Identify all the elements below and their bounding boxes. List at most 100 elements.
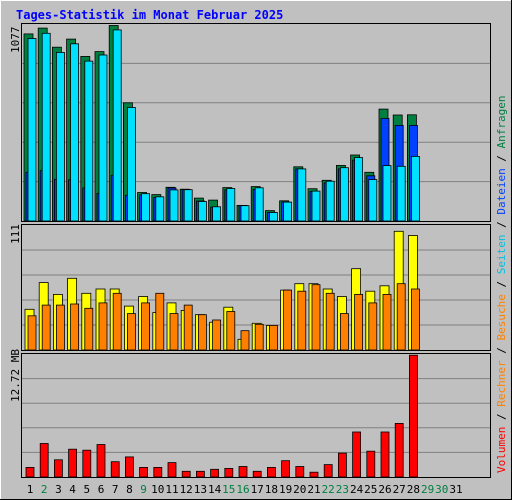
bar-rechner	[368, 302, 378, 351]
day-label: 2	[41, 483, 48, 496]
bar-volumen	[224, 467, 234, 478]
legend-dateien: Dateien	[495, 168, 508, 214]
day-label: 25	[364, 483, 377, 496]
bar-volumen	[82, 449, 92, 478]
bar-volumen	[39, 443, 49, 478]
bar-rechner	[141, 302, 151, 351]
bar-rechner	[396, 283, 406, 351]
day-axis-labels: 1 2 3 4 5 6 7 8 9 10 11 12 13 14 15 16 17 18 19 20 21 22 23 24 2…	[27, 483, 463, 496]
bar-seiten	[141, 193, 151, 222]
day-label: 19	[279, 483, 292, 496]
bar-rechner	[283, 289, 293, 351]
bar-rechner	[268, 324, 278, 351]
bar-rechner	[183, 304, 193, 351]
bar-rechner	[27, 315, 37, 351]
bar-volumen	[238, 466, 248, 478]
bar-volumen	[408, 354, 418, 478]
legend-volumen: Volumen	[495, 427, 508, 473]
bar-seiten	[254, 187, 264, 222]
bar-rechner	[339, 313, 349, 351]
bar-rechner	[254, 323, 264, 351]
legend-anfragen: Anfragen	[495, 95, 508, 148]
day-label: 7	[112, 483, 119, 496]
bar-volumen	[167, 462, 177, 478]
day-label: 3	[55, 483, 62, 496]
bar-seiten	[212, 206, 222, 222]
bar-seiten	[240, 205, 250, 222]
bar-volumen	[295, 466, 305, 478]
day-label: 31	[449, 483, 462, 496]
bar-rechner	[297, 290, 307, 351]
chart-title: Tages-Statistik im Monat Februar 2025	[16, 8, 283, 22]
legend-besuche: Besuche	[495, 294, 508, 340]
day-label: 10	[151, 483, 164, 496]
bar-seiten	[382, 165, 392, 222]
bar-rechner	[112, 292, 122, 351]
bar-rechner	[226, 311, 236, 351]
bar-seiten	[197, 201, 207, 222]
bar-rechner	[169, 313, 179, 351]
bar-volumen	[195, 470, 205, 478]
legend-sep: /	[495, 148, 508, 168]
day-label: 16	[236, 483, 249, 496]
bar-seiten	[169, 189, 179, 222]
legend-sep: /	[495, 341, 508, 361]
day-label: 9	[140, 483, 147, 496]
day-label: 20	[293, 483, 306, 496]
bar-volumen	[25, 466, 35, 478]
day-label: 27	[393, 483, 406, 496]
day-label: 1	[27, 483, 34, 496]
day-label: 6	[98, 483, 105, 496]
bar-seiten	[410, 155, 420, 222]
day-label: 28	[407, 483, 420, 496]
bar-seiten	[268, 212, 278, 222]
day-label: 15	[222, 483, 235, 496]
max-label-requests: 1077	[9, 27, 22, 54]
bar-seiten	[41, 32, 51, 222]
bar-seiten	[84, 60, 94, 222]
bar-seiten	[98, 54, 108, 222]
bar-volumen	[337, 452, 347, 478]
day-label: 22	[322, 483, 335, 496]
bar-seiten	[226, 188, 236, 222]
legend-sep: /	[495, 215, 508, 235]
day-label: 30	[435, 483, 448, 496]
max-label-visits: 111	[9, 224, 22, 244]
bar-rechner	[382, 293, 392, 351]
bar-volumen	[281, 460, 291, 478]
bar-rechner	[354, 293, 364, 351]
side-legend: Volumen / Rechner / Besuche / Seiten / D…	[495, 95, 508, 473]
bar-rechner	[325, 292, 335, 351]
bar-seiten	[354, 157, 364, 222]
bar-volumen	[54, 459, 63, 478]
bar-seiten	[368, 179, 378, 222]
bar-volumen	[323, 464, 333, 478]
day-label: 8	[126, 483, 133, 496]
legend-rechner: Rechner	[495, 360, 508, 407]
bar-volumen	[210, 468, 220, 478]
bar-volumen	[96, 444, 106, 478]
bar-seiten	[70, 43, 79, 222]
day-label: 11	[165, 483, 178, 496]
bar-seiten	[127, 107, 136, 222]
bar-volumen	[68, 448, 77, 478]
day-label: 23	[336, 483, 349, 496]
bar-volumen	[139, 466, 149, 478]
bar-rechner	[240, 330, 250, 351]
bar-volumen	[309, 471, 319, 478]
bar-volumen	[110, 461, 120, 478]
day-label: 24	[350, 483, 364, 496]
bar-rechner	[41, 304, 51, 351]
legend-sep: /	[495, 407, 508, 427]
bar-rechner	[98, 302, 108, 351]
bar-seiten	[325, 180, 335, 222]
day-label: 17	[251, 483, 264, 496]
max-label-volume: 12.72 MB	[9, 349, 22, 402]
bar-rechner	[410, 288, 420, 351]
bar-volumen	[366, 450, 376, 478]
bar-rechner	[56, 304, 65, 351]
bar-volumen	[181, 470, 191, 478]
bar-rechner	[155, 292, 165, 351]
bar-seiten	[112, 29, 122, 222]
